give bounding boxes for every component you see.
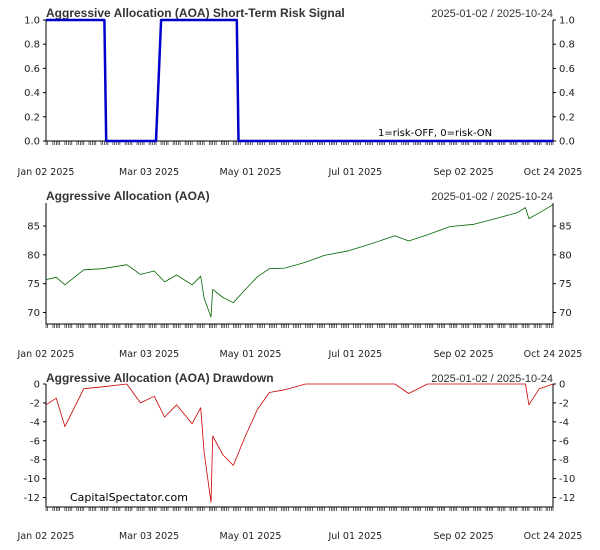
x-tick-label: Mar 03 2025 — [119, 531, 179, 542]
x-tick-label: Jul 01 2025 — [327, 167, 382, 178]
y-tick-label-left: 0 — [34, 380, 40, 391]
x-tick-label: Mar 03 2025 — [119, 349, 179, 360]
x-tick-label: Oct 24 2025 — [524, 531, 583, 542]
watermark: CapitalSpectator.com — [70, 491, 188, 504]
price-series-line — [45, 204, 554, 318]
y-tick-label-right: 0.4 — [559, 88, 575, 99]
drawdown-panel: Aggressive Allocation (AOA) Drawdown 202… — [17, 371, 583, 542]
y-tick-label-left: -8 — [30, 455, 40, 466]
drawdown-plot: 0 0 -2 -2 -4 -4 -6 -6 -8 -8 -10 -10 -12 -12 Jan 02 202… — [17, 380, 583, 543]
y-tick-label-left: -6 — [30, 436, 40, 447]
y-tick-label-right: 70 — [559, 308, 572, 319]
price-plot: 85 85 80 80 75 75 70 70 Jan 02 2025 Mar 03 2025 Ma… — [17, 203, 583, 360]
y-tick-label-right: -2 — [559, 398, 569, 409]
y-tick-label-right: -10 — [559, 474, 575, 485]
x-tick-label: May 01 2025 — [220, 531, 282, 542]
y-tick-label-left: 80 — [27, 250, 40, 261]
y-tick-label-right: -8 — [559, 455, 569, 466]
y-tick-label-left: 0.2 — [24, 112, 40, 123]
y-tick-label-right: 1.0 — [559, 16, 575, 27]
y-tick-label-left: 75 — [27, 279, 40, 290]
y-tick-label-left: 85 — [27, 222, 40, 233]
y-tick-label-left: -2 — [30, 398, 40, 409]
x-tick-label: May 01 2025 — [220, 167, 282, 178]
x-tick-label: Mar 03 2025 — [119, 167, 179, 178]
x-tick-label: Sep 02 2025 — [434, 167, 494, 178]
x-minor-ticks — [45, 507, 554, 511]
y-tick-label-right: 0.8 — [559, 40, 575, 51]
drawdown-title: Aggressive Allocation (AOA) Drawdown — [46, 371, 274, 385]
x-tick-label: May 01 2025 — [220, 349, 282, 360]
y-tick-label-left: 1.0 — [24, 16, 40, 27]
y-tick-label-right: 0.6 — [559, 64, 575, 75]
signal-panel: Aggressive Allocation (AOA) Short-Term R… — [17, 6, 583, 178]
y-tick-label-right: 0.2 — [559, 112, 575, 123]
signal-title: Aggressive Allocation (AOA) Short-Term R… — [46, 6, 345, 20]
x-tick-label: Jul 01 2025 — [327, 531, 382, 542]
x-tick-label: Jan 02 2025 — [17, 167, 75, 178]
x-tick-label: Oct 24 2025 — [524, 349, 583, 360]
x-minor-ticks — [45, 141, 554, 145]
x-tick-label: Oct 24 2025 — [524, 167, 583, 178]
price-title: Aggressive Allocation (AOA) — [46, 189, 210, 203]
x-tick-label: Sep 02 2025 — [434, 349, 494, 360]
drawdown-series-line — [45, 383, 554, 503]
signal-series-line — [46, 18, 553, 143]
y-tick-label-left: 70 — [27, 308, 40, 319]
y-tick-label-left: 0.6 — [24, 64, 40, 75]
x-minor-ticks — [45, 324, 554, 328]
y-tick-label-left: -10 — [24, 474, 40, 485]
y-tick-label-right: 0.0 — [559, 137, 575, 148]
y-tick-label-right: 0 — [559, 380, 565, 391]
y-tick-label-right: -4 — [559, 417, 569, 428]
x-tick-label: Sep 02 2025 — [434, 531, 494, 542]
y-tick-label-right: 80 — [559, 250, 572, 261]
y-tick-label-left: -12 — [24, 493, 40, 504]
y-tick-label-right: -12 — [559, 493, 575, 504]
y-tick-label-left: 0.0 — [24, 137, 40, 148]
y-tick-label-left: 0.8 — [24, 40, 40, 51]
signal-range: 2025-01-02 / 2025-10-24 — [431, 8, 553, 20]
x-tick-label: Jul 01 2025 — [327, 349, 382, 360]
y-tick-label-right: 75 — [559, 279, 572, 290]
y-tick-label-left: -4 — [30, 417, 40, 428]
y-tick-label-left: 0.4 — [24, 88, 40, 99]
price-panel: Aggressive Allocation (AOA) 2025-01-02 /… — [17, 189, 583, 360]
drawdown-range: 2025-01-02 / 2025-10-24 — [431, 373, 553, 385]
price-range: 2025-01-02 / 2025-10-24 — [431, 191, 553, 203]
x-tick-label: Jan 02 2025 — [17, 349, 75, 360]
y-tick-label-right: -6 — [559, 436, 569, 447]
signal-annotation: 1=risk-OFF, 0=risk-ON — [378, 128, 492, 139]
signal-plot: 1.0 1.0 0.8 0.8 0.6 0.6 0.4 0.4 0.2 0.2 0.0 0.0 Jan … — [17, 16, 583, 179]
y-tick-label-right: 85 — [559, 222, 572, 233]
x-tick-label: Jan 02 2025 — [17, 531, 75, 542]
